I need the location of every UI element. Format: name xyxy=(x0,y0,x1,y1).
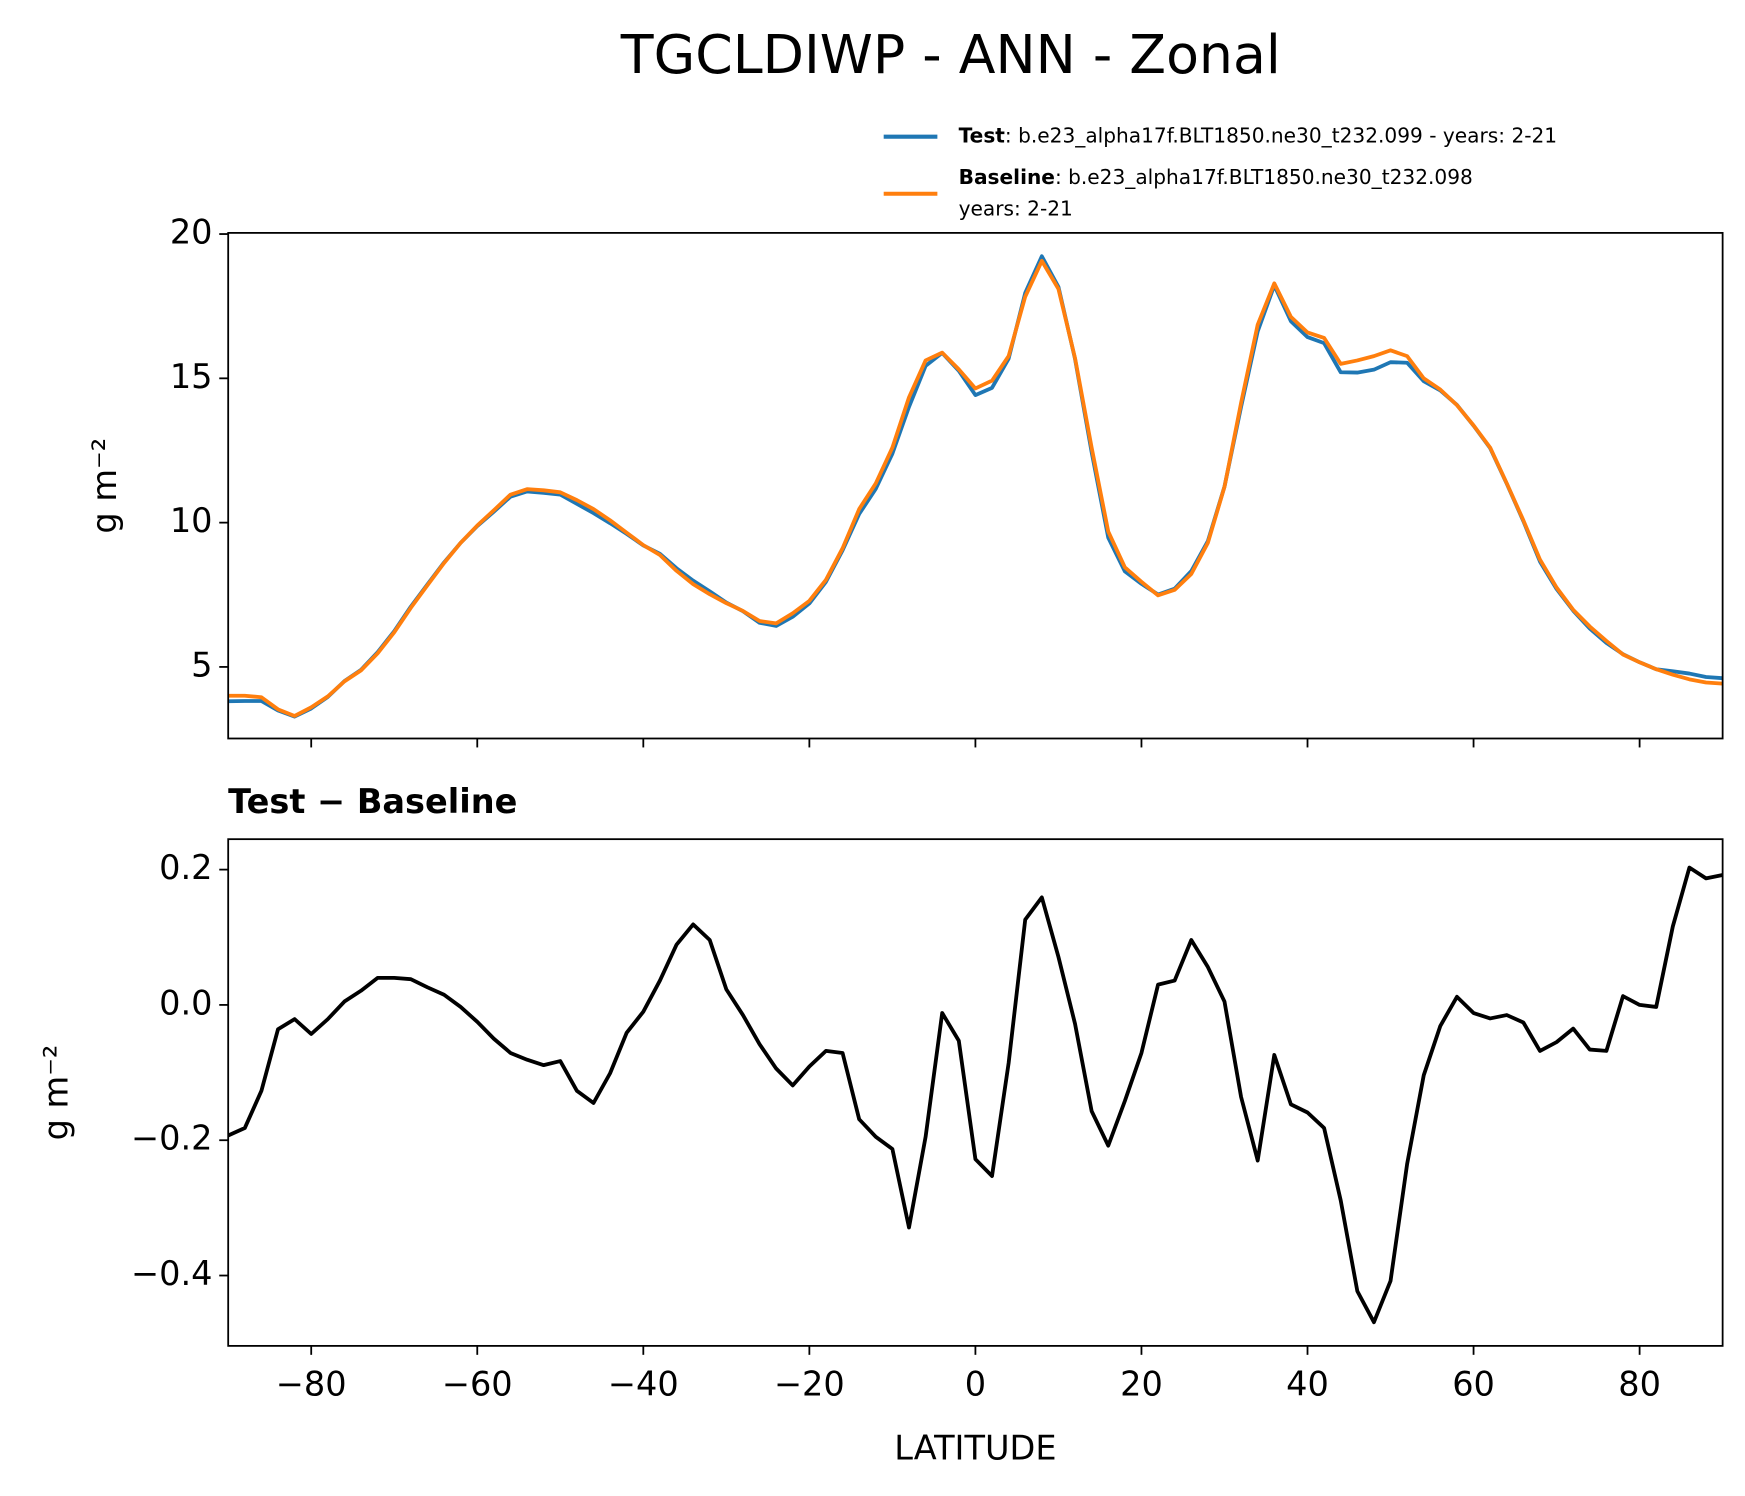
legend-label: years: 2-21 xyxy=(959,196,1073,220)
x-tick-label: −20 xyxy=(774,1365,845,1404)
x-tick-label: −40 xyxy=(608,1365,679,1404)
y-axis-label: g m⁻² xyxy=(37,1045,76,1141)
y-tick-label: 0.0 xyxy=(159,983,212,1022)
figure-title: TGCLDIWP - ANN - Zonal xyxy=(620,23,1281,86)
y-tick-label: −0.2 xyxy=(131,1119,212,1158)
axes-frame xyxy=(227,838,1724,1347)
x-tick-label: 80 xyxy=(1618,1365,1661,1404)
x-tick-label: 60 xyxy=(1452,1365,1495,1404)
legend-label: Test: b.e23_alpha17f.BLT1850.ne30_t232.0… xyxy=(959,123,1557,147)
x-tick-label: −60 xyxy=(442,1365,513,1404)
axes-frame xyxy=(227,231,1724,740)
x-tick-label: −80 xyxy=(276,1365,347,1404)
y-tick-label: 5 xyxy=(191,645,212,684)
legend-series-name: Test xyxy=(959,123,1006,147)
y-tick-label: 0.2 xyxy=(159,848,212,887)
legend-description: years: 2-21 xyxy=(959,196,1073,220)
x-tick-label: 0 xyxy=(965,1365,986,1404)
series-line xyxy=(228,258,1723,718)
legend-series-name: Baseline xyxy=(959,165,1055,189)
y-tick-label: −0.4 xyxy=(131,1254,212,1293)
y-tick-label: 10 xyxy=(170,501,213,540)
legend-description: : b.e23_alpha17f.BLT1850.ne30_t232.099 -… xyxy=(1005,123,1557,147)
y-tick-label: 15 xyxy=(170,357,213,396)
legend-description: : b.e23_alpha17f.BLT1850.ne30_t232.098 xyxy=(1055,165,1473,189)
x-axis-label: LATITUDE xyxy=(894,1428,1056,1467)
x-tick-label: 40 xyxy=(1286,1365,1329,1404)
panel-title: Test − Baseline xyxy=(228,782,517,821)
series-line xyxy=(227,865,1724,1325)
y-tick-label: 20 xyxy=(170,213,213,252)
series-line xyxy=(228,254,1723,719)
y-axis-label: g m⁻² xyxy=(85,438,124,534)
x-tick-label: 20 xyxy=(1120,1365,1163,1404)
legend-label: Baseline: b.e23_alpha17f.BLT1850.ne30_t2… xyxy=(959,165,1473,189)
